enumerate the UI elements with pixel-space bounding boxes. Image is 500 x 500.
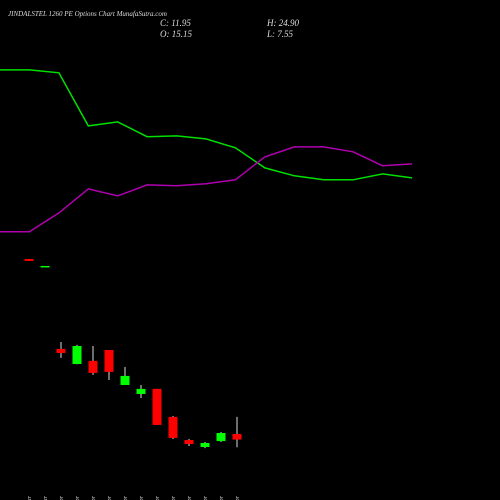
candle-body (184, 440, 194, 445)
candle-body (216, 433, 226, 442)
x-tick-label: 21 Apr (187, 495, 193, 500)
candle-body (24, 258, 34, 261)
x-tick-label: 15 Apr (123, 495, 129, 500)
candle-body (200, 442, 210, 448)
x-tick-label: 23 Apr (219, 495, 225, 500)
chart-title: JINDALSTEL 1260 PE Options Chart MunafaS… (8, 10, 167, 18)
candle-body (152, 388, 162, 425)
x-tick-label: 27 Mar (43, 495, 49, 500)
candle-body (88, 360, 98, 373)
x-tick-label: 11 Apr (107, 495, 113, 500)
x-tick-label: 08 Apr (59, 495, 65, 500)
high-label: H: 24.90 (266, 18, 299, 28)
x-tick-label: 24 Apr (234, 495, 241, 500)
candle-body (232, 433, 242, 440)
x-tick-label: 10 Apr (91, 495, 97, 500)
overlay-line (0, 69, 413, 181)
candle-body (168, 416, 178, 438)
candle-body (104, 350, 114, 372)
candle-body (120, 375, 130, 386)
overlay-line (0, 146, 413, 233)
candle-body (40, 265, 50, 268)
candle-body (56, 348, 66, 353)
x-tick-label: 22 Apr (203, 495, 209, 500)
low-label: L: 7.55 (266, 29, 294, 39)
close-label: C: 11.95 (160, 18, 191, 28)
x-tick-label: 16 Apr (139, 495, 145, 500)
open-label: O: 15.15 (160, 29, 192, 39)
x-tick-label: 17 Apr (155, 495, 161, 500)
x-tick-label: 09 Apr (75, 495, 81, 500)
candle-body (136, 388, 146, 394)
x-tick-label: 25 Mar (27, 495, 33, 500)
candle-body (72, 345, 82, 365)
x-tick-label: 20 Apr (171, 495, 177, 500)
